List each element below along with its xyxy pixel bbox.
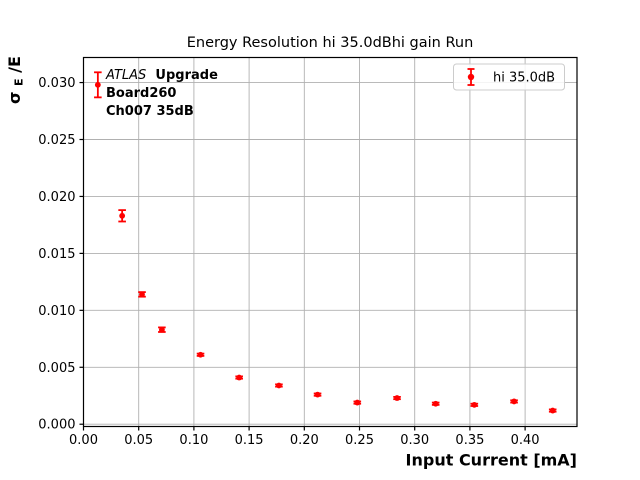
y-axis-label-rest: /E [5,56,24,73]
data-point-group [548,407,557,414]
x-tick-label: 0.25 [345,433,374,448]
legend-entry-label: hi 35.0dB [493,71,555,86]
data-point-group [510,398,518,405]
x-tick-label: 0.15 [235,433,264,448]
data-point-marker [471,401,478,408]
data-point-group [196,351,205,358]
data-point-marker [276,382,282,389]
data-point-marker [119,212,126,219]
tick-layer: 0.00 0.05 0.10 0.15 0.20 0.25 0.30 0.35 0.40 0.00… [38,76,539,448]
y-tick-label: 0.005 [38,361,75,376]
data-point-group [94,71,102,99]
grid-layer [83,57,577,427]
data-point-group [353,399,362,406]
data-point-group [118,209,126,223]
annotation-board: Board260 [106,86,176,101]
y-tick-label: 0.015 [38,247,75,262]
annotation-upgrade-text: Upgrade [155,68,218,83]
y-axis-label-subscript: E [13,78,26,86]
y-tick-label: 0.025 [38,133,75,148]
annotation-atlas-text: ATLAS [105,68,146,83]
y-tick-label: 0.000 [38,418,75,433]
y-axis-label-sigma: σ [5,92,24,104]
y-tick-label: 0.010 [38,304,75,319]
data-point-marker [139,291,145,298]
data-point-group [470,401,479,408]
data-point-marker [158,326,165,333]
y-tick-label: 0.020 [38,190,75,205]
legend-errorbar-marker-icon [467,68,475,86]
data-point-marker [394,395,400,401]
data-point-marker [197,351,204,358]
y-tick-label: 0.030 [38,76,75,91]
plot-frame [82,56,578,428]
x-tick-label: 0.00 [69,433,98,448]
data-point-marker [314,391,321,398]
legend: hi 35.0dB [453,63,565,91]
data-point-group [138,291,146,298]
x-tick-label: 0.10 [179,433,208,448]
data-point-group [313,391,322,398]
data-point-marker [236,374,243,381]
annotation-channel: Ch007 35dB [106,104,194,119]
data-point-group [235,374,243,381]
x-tick-label: 0.20 [290,433,319,448]
x-tick-label: 0.30 [400,433,429,448]
x-axis-label: Input Current [mA] [406,451,577,470]
legend-box [453,63,565,91]
data-point-marker [511,398,517,405]
annotation-block: ATLAS Upgrade Board260 Ch007 35dB [105,68,218,119]
data-point-group [158,326,166,333]
annotation-line1: ATLAS Upgrade [105,68,218,83]
data-point-group [431,400,440,407]
data-point-marker [94,81,101,88]
data-point-marker [354,399,361,406]
y-axis-label: σ E /E [5,56,27,104]
data-point-group [275,382,283,389]
x-tick-label: 0.05 [124,433,153,448]
x-tick-label: 0.35 [455,433,484,448]
x-tick-label: 0.40 [511,433,540,448]
data-point-marker [432,400,439,407]
chart-title: Energy Resolution hi 35.0dBhi gain Run [187,35,474,51]
data-series-hi-35db [94,71,557,414]
data-point-group [393,395,401,401]
data-point-marker [549,407,556,414]
